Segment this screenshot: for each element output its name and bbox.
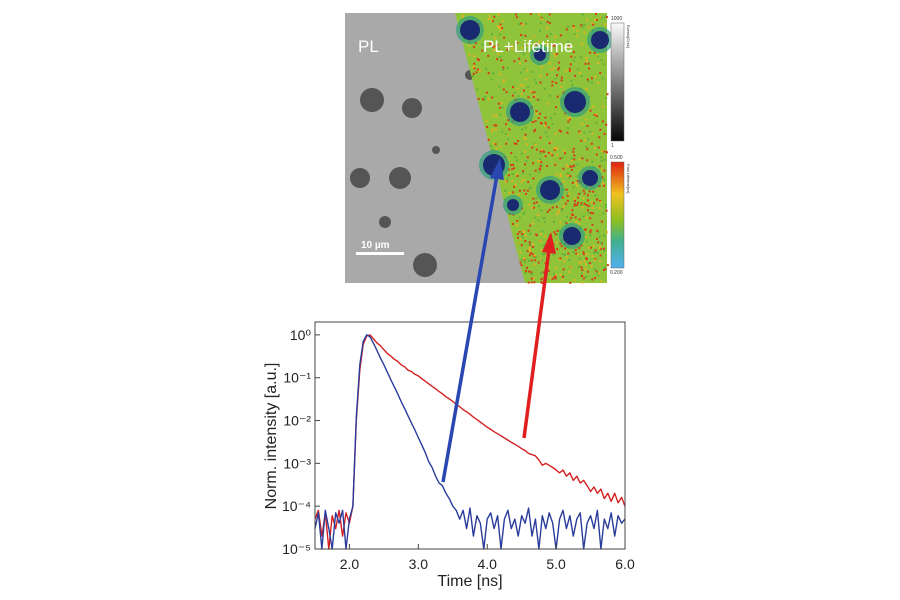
y-tick-label: 10⁻⁴ bbox=[282, 498, 311, 514]
blue-arrow bbox=[441, 158, 504, 483]
dark-spot bbox=[379, 216, 391, 228]
counts-min: 1 bbox=[611, 143, 614, 149]
scale-bar-label: 10 µm bbox=[361, 240, 390, 251]
pl-label: PL bbox=[358, 37, 379, 56]
lifetime-region bbox=[455, 13, 607, 283]
dark-spot bbox=[540, 180, 560, 200]
dark-spot bbox=[350, 168, 370, 188]
pl-lifetime-image: PL PL+Lifetime 10 µm bbox=[345, 13, 613, 284]
decay-chart: 2.0 3.0 4.0 5.0 6.0 10⁰ 10⁻¹ 10⁻² 10⁻³ 10⁻⁴ 10⁻⁵ T… bbox=[263, 321, 635, 590]
lifetime-dark-spots bbox=[456, 16, 613, 249]
x-tick-label: 6.0 bbox=[615, 556, 635, 572]
lifetime-colorbar: 0.500 0.200 Fast Lifetime[ns] bbox=[610, 155, 631, 276]
y-tick-label: 10⁻³ bbox=[283, 455, 311, 471]
dark-spot bbox=[507, 199, 519, 211]
dark-spot bbox=[564, 91, 586, 113]
dark-spot bbox=[582, 170, 598, 186]
dark-spot bbox=[402, 98, 422, 118]
dark-spot bbox=[563, 227, 581, 245]
dark-spot bbox=[591, 31, 609, 49]
dark-spot bbox=[510, 102, 530, 122]
dark-spot bbox=[534, 49, 546, 61]
lifetime-max: 0.500 bbox=[610, 155, 623, 161]
series-line-1 bbox=[314, 334, 626, 550]
x-axis-label: Time [ns] bbox=[437, 573, 502, 590]
x-tick-label: 2.0 bbox=[340, 556, 360, 572]
y-axis-label: Norm. intensity [a.u.] bbox=[263, 363, 280, 510]
red-arrow bbox=[522, 232, 556, 439]
dark-spot bbox=[432, 146, 440, 154]
y-tick-label: 10⁰ bbox=[290, 327, 312, 343]
x-tick-label: 4.0 bbox=[477, 556, 497, 572]
lifetime-speckle bbox=[461, 13, 609, 284]
y-tick-label: 10⁻⁵ bbox=[282, 541, 311, 557]
dark-spot bbox=[460, 20, 480, 40]
y-tick-label: 10⁻¹ bbox=[283, 370, 311, 386]
y-tick-label: 10⁻² bbox=[283, 413, 311, 429]
pl-dark-spots bbox=[350, 70, 475, 277]
counts-max: 1000 bbox=[611, 16, 622, 22]
x-tick-label: 5.0 bbox=[546, 556, 566, 572]
scale-bar bbox=[356, 252, 404, 255]
counts-colorbar: 1000 1 Events[Cnts] bbox=[610, 16, 631, 149]
counts-title: Events[Cnts] bbox=[626, 25, 631, 48]
dark-spot bbox=[389, 167, 411, 189]
x-tick-label: 3.0 bbox=[409, 556, 429, 572]
dark-spot bbox=[413, 253, 437, 277]
dark-spot bbox=[360, 88, 384, 112]
lifetime-min: 0.200 bbox=[610, 270, 623, 276]
lifetime-title: Fast Lifetime[ns] bbox=[626, 164, 631, 193]
pl-lifetime-label: PL+Lifetime bbox=[483, 37, 573, 56]
